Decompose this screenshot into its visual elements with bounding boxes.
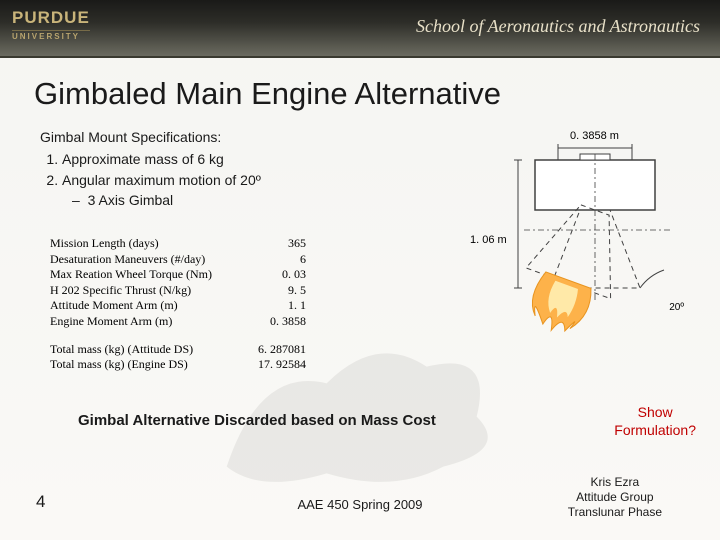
slide: PURDUE UNIVERSITY School of Aeronautics … [0,0,720,540]
engine-diagram: 0. 3858 m 1. 06 m 20º [440,130,690,340]
school-name: School of Aeronautics and Astronautics [416,16,700,37]
spec-subitem: – 3 Axis Gimbal [72,191,261,211]
discard-statement: Gimbal Alternative Discarded based on Ma… [78,412,436,429]
dimension-height: 1. 06 m [470,234,507,246]
dimension-angle: 20º [669,302,684,313]
table-row: Mission Length (days)365 [50,236,306,252]
spec-item-1: Approximate mass of 6 kg [62,150,261,170]
table-row: Total mass (kg) (Attitude DS)6. 287081 [50,342,306,358]
spec-item-2: Angular maximum motion of 20º – 3 Axis G… [62,171,261,210]
specs-heading: Gimbal Mount Specifications: [40,128,261,148]
show-formulation-link[interactable]: Show Formulation? [614,404,696,439]
table-row: H 202 Specific Thrust (N/kg)9. 5 [50,283,306,299]
header-banner: PURDUE UNIVERSITY School of Aeronautics … [0,0,720,58]
specifications: Gimbal Mount Specifications: Approximate… [40,128,261,212]
logo-name: PURDUE [12,8,90,28]
credits: Kris Ezra Attitude Group Translunar Phas… [568,475,662,520]
data-table: Mission Length (days)365 Desaturation Ma… [50,236,306,373]
table-row: Attitude Moment Arm (m)1. 1 [50,298,306,314]
dimension-width: 0. 3858 m [570,130,619,142]
table-row: Total mass (kg) (Engine DS)17. 92584 [50,357,306,373]
specs-list: Approximate mass of 6 kg Angular maximum… [62,150,261,211]
table-row: Engine Moment Arm (m)0. 3858 [50,314,306,330]
purdue-logo: PURDUE UNIVERSITY [12,8,90,41]
table-row: Max Reation Wheel Torque (Nm)0. 03 [50,267,306,283]
page-title: Gimbaled Main Engine Alternative [34,76,501,112]
table-row: Desaturation Maneuvers (#/day)6 [50,252,306,268]
logo-sub: UNIVERSITY [12,30,90,41]
